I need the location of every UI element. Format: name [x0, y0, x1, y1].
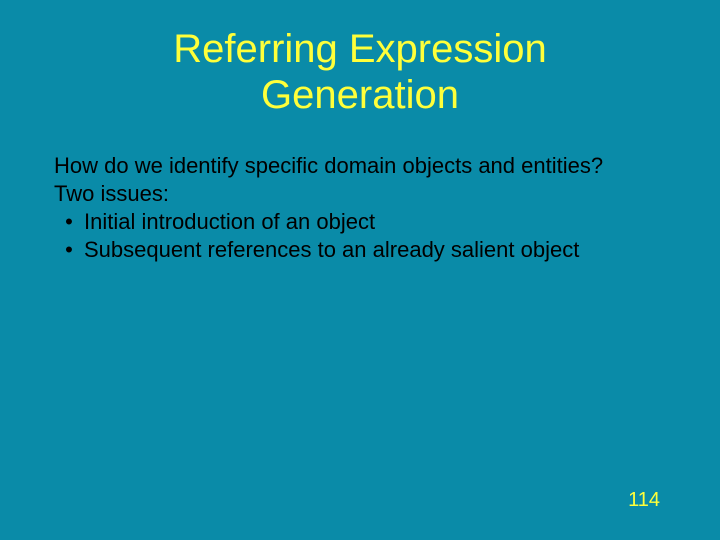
bullet-marker-icon: •	[54, 208, 84, 236]
page-number: 114	[628, 489, 660, 512]
body-paragraph-2: Two issues:	[54, 180, 666, 208]
slide-title: Referring Expression Generation	[0, 0, 720, 118]
slide: Referring Expression Generation How do w…	[0, 0, 720, 540]
bullet-marker-icon: •	[54, 236, 84, 264]
slide-body: How do we identify specific domain objec…	[54, 152, 666, 265]
bullet-item: • Initial introduction of an object	[54, 208, 666, 236]
bullet-item: • Subsequent references to an already sa…	[54, 236, 666, 264]
title-line-1: Referring Expression	[173, 27, 547, 71]
bullet-text: Initial introduction of an object	[84, 208, 375, 236]
title-line-2: Generation	[261, 73, 459, 117]
bullet-text: Subsequent references to an already sali…	[84, 236, 579, 264]
body-paragraph-1: How do we identify specific domain objec…	[54, 152, 666, 180]
